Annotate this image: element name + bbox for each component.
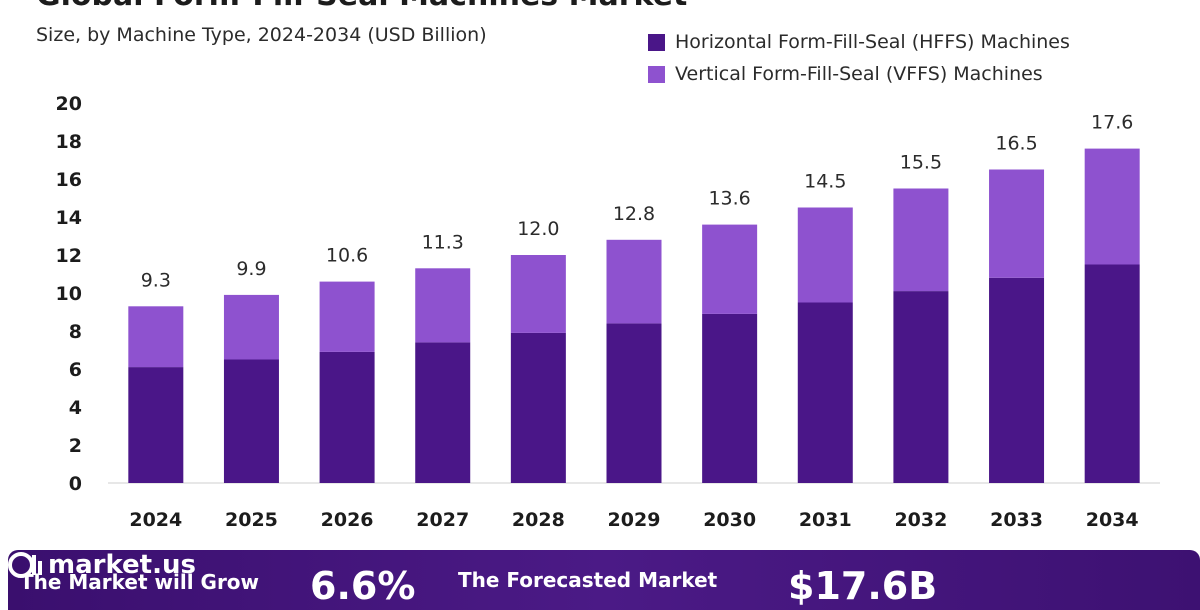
bar-total-label: 12.8 — [613, 203, 655, 225]
y-tick-label: 12 — [56, 245, 82, 267]
bar-hffs — [893, 291, 949, 483]
bar-vffs — [415, 268, 471, 343]
bar-hffs — [702, 313, 758, 483]
bar-vffs — [606, 239, 662, 324]
bar-total-label: 14.5 — [804, 171, 846, 193]
bar-vffs — [510, 255, 566, 333]
y-tick-label: 20 — [56, 93, 82, 115]
x-tick-label: 2024 — [129, 509, 182, 531]
footer-cagr-value: 6.6% — [310, 564, 416, 608]
y-tick-label: 0 — [69, 473, 82, 495]
footer-market-value: $17.6B — [788, 564, 938, 608]
brand-name: market.us — [48, 550, 196, 580]
legend: Horizontal Form-Fill-Seal (HFFS) Machine… — [648, 26, 1070, 90]
footer-forecast-text: The Forecasted Market — [458, 568, 718, 592]
x-tick-label: 2034 — [1086, 509, 1139, 531]
x-tick-label: 2029 — [608, 509, 661, 531]
bar-hffs — [223, 359, 279, 483]
y-tick-label: 10 — [56, 283, 82, 305]
x-tick-label: 2033 — [990, 509, 1043, 531]
bar-vffs — [797, 207, 853, 303]
bar-total-label: 16.5 — [995, 133, 1037, 155]
y-tick-label: 4 — [69, 397, 82, 419]
legend-item-vffs: Vertical Form-Fill-Seal (VFFS) Machines — [648, 58, 1070, 90]
y-tick-label: 6 — [69, 359, 82, 381]
brand-logo[interactable]: market.us — [8, 550, 1200, 580]
bar-vffs — [989, 169, 1045, 278]
legend-swatch-vffs — [648, 65, 665, 83]
x-tick-label: 2031 — [799, 509, 852, 531]
bar-total-label: 15.5 — [900, 152, 942, 174]
bar-hffs — [319, 351, 375, 483]
bar-total-label: 10.6 — [326, 245, 368, 267]
y-tick-label: 14 — [56, 207, 82, 229]
x-tick-label: 2026 — [321, 509, 374, 531]
bar-total-label: 9.9 — [236, 258, 266, 280]
bar-vffs — [223, 294, 279, 360]
bar-total-label: 9.3 — [141, 269, 171, 291]
bar-vffs — [1084, 148, 1140, 265]
y-tick-label: 8 — [69, 321, 82, 343]
market-us-logo-icon — [8, 552, 42, 578]
legend-item-hffs: Horizontal Form-Fill-Seal (HFFS) Machine… — [648, 26, 1070, 58]
bar-vffs — [893, 188, 949, 292]
legend-swatch-hffs — [648, 33, 665, 51]
y-tick-label: 2 — [69, 435, 82, 457]
stacked-bar-chart: 0 2 4 6 8 10 12 14 16 18 20 9.3 2024 9.9 2025 10.6 2026 1… — [56, 93, 1160, 531]
footer-banner: The Market will Grow 6.6% The Forecasted… — [8, 550, 1200, 610]
bar-vffs — [702, 224, 758, 314]
footer-grow-text: The Market will Grow — [20, 570, 260, 594]
x-tick-label: 2028 — [512, 509, 565, 531]
x-tick-label: 2032 — [894, 509, 947, 531]
bar-hffs — [989, 277, 1045, 483]
bar-hffs — [1084, 264, 1140, 483]
legend-label-vffs: Vertical Form-Fill-Seal (VFFS) Machines — [675, 63, 1043, 85]
chart-subtitle: Size, by Machine Type, 2024-2034 (USD Bi… — [36, 24, 487, 46]
y-tick-label: 16 — [56, 169, 82, 191]
legend-label-hffs: Horizontal Form-Fill-Seal (HFFS) Machine… — [675, 31, 1070, 53]
bar-vffs — [319, 281, 375, 352]
bar-total-label: 17.6 — [1091, 112, 1133, 134]
bar-total-label: 11.3 — [422, 231, 464, 253]
bar-vffs — [128, 306, 184, 368]
x-tick-label: 2025 — [225, 509, 278, 531]
chart-title: Global Form-Fill-Seal Machines Market — [36, 0, 687, 13]
x-tick-label: 2030 — [703, 509, 756, 531]
x-tick-label: 2027 — [416, 509, 469, 531]
bar-hffs — [606, 323, 662, 483]
bar-hffs — [510, 332, 566, 483]
bar-total-label: 13.6 — [708, 188, 750, 210]
bar-total-label: 12.0 — [517, 218, 559, 240]
bar-hffs — [797, 302, 853, 483]
y-tick-label: 18 — [56, 131, 82, 153]
bar-hffs — [128, 367, 184, 483]
bar-hffs — [415, 342, 471, 483]
